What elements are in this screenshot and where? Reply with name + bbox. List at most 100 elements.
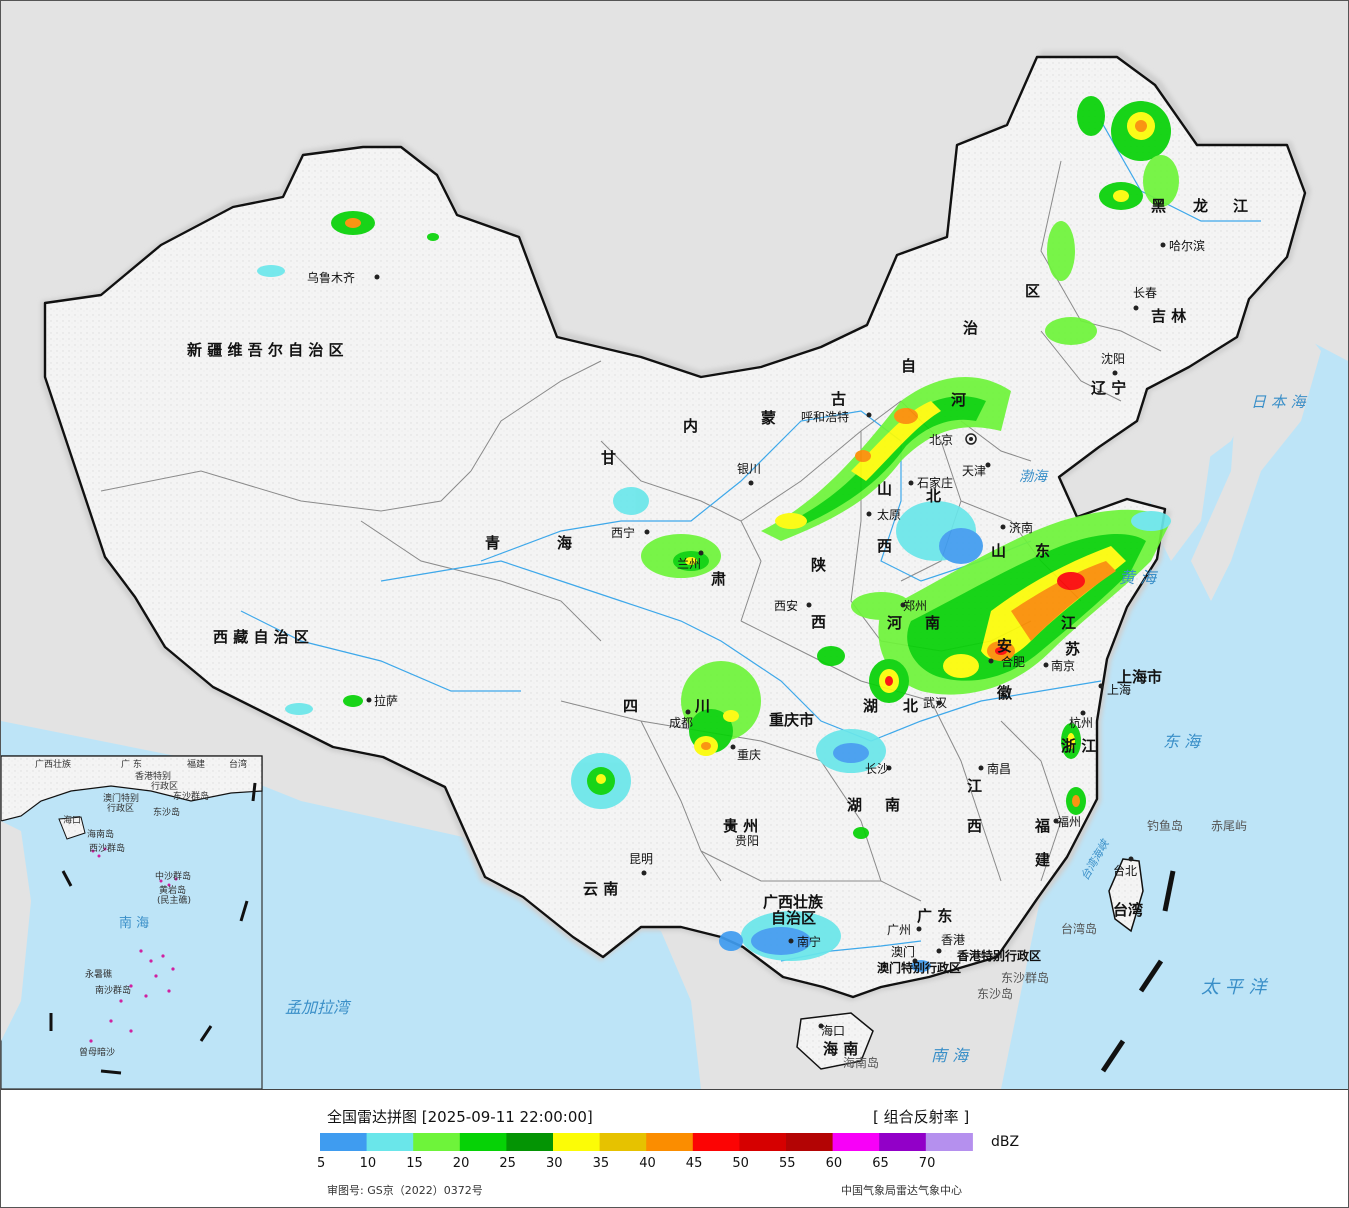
province-label-zhejiang: 浙 江 — [1061, 737, 1096, 755]
city-label-fuzhou: 福州 — [1057, 814, 1081, 829]
province-label-shanxi-2: 西 — [877, 537, 892, 555]
colorbar-tick-label: 10 — [359, 1156, 377, 1171]
taiwan-island — [1108, 858, 1144, 933]
dbz-unit: dBZ — [991, 1134, 1020, 1150]
city-label-yinchuan: 银川 — [737, 462, 761, 476]
city-label-hongkong: 香港 — [941, 933, 965, 947]
province-label-jiangxi-2: 西 — [967, 817, 982, 835]
city-label-shenyang: 沈阳 — [1101, 351, 1125, 366]
colorbar-tick-label: 15 — [406, 1156, 423, 1171]
korea-japan-land — [1151, 301, 1321, 601]
colorbar-swatch — [553, 1133, 601, 1151]
water-label-japan-sea: 日 本 海 — [1251, 393, 1308, 411]
colorbar-swatch — [459, 1133, 507, 1151]
province-label-guangdong: 广 东 — [917, 907, 952, 925]
colorbar-swatch — [599, 1133, 647, 1151]
water-label-nanhai: 南 海 — [931, 1046, 970, 1065]
province-label-neimenggu-4: 自 — [901, 357, 916, 375]
province-label-gansu-1: 甘 — [601, 449, 616, 467]
city-label-wuhan: 武汉 — [923, 696, 947, 710]
city-label-chengdu: 成都 — [669, 716, 693, 730]
province-label-hk-sar: 香港特别行政区 — [956, 948, 1041, 963]
province-label-hunan-1: 湖 — [847, 796, 862, 814]
province-label-jiangsu-2: 苏 — [1065, 640, 1080, 658]
colorbar-tick-label: 60 — [825, 1156, 843, 1171]
city-label-taipei: 台北 — [1113, 863, 1137, 878]
dbz-colorbar — [320, 1133, 973, 1151]
inset-label-xisha: 西沙群岛 — [89, 842, 125, 854]
city-label-kunming: 昆明 — [629, 852, 653, 866]
province-label-heilongjiang-2: 龙 — [1192, 197, 1208, 215]
water-label-bengal: 孟加拉湾 — [285, 998, 352, 1017]
province-label-hubei-2: 北 — [903, 697, 918, 715]
island-label-diaoyu: 钓鱼岛 — [1147, 818, 1183, 833]
city-label-guiyang: 贵阳 — [735, 834, 759, 848]
province-label-jiangsu-1: 江 — [1061, 614, 1076, 632]
inset-label-hainan-island: 海南岛 — [87, 828, 114, 840]
city-label-lanzhou: 兰州 — [677, 557, 701, 571]
island-label-taiwan-island: 台湾岛 — [1061, 921, 1097, 936]
colorbar-tick-label: 65 — [872, 1156, 889, 1171]
inset-label-yongshu: 永暑礁 — [85, 968, 112, 980]
inset-label-mo-1: 澳门特别 — [103, 792, 139, 804]
city-label-haikou: 海口 — [821, 1023, 845, 1038]
colorbar-swatch — [646, 1133, 694, 1151]
province-label-hainan: 海 南 — [823, 1040, 858, 1058]
province-label-neimenggu-6: 区 — [1025, 282, 1040, 300]
product-label: [ 组合反射率 ] — [873, 1108, 970, 1126]
city-label-changchun: 长春 — [1133, 286, 1157, 300]
province-label-qinghai-1: 青 — [485, 534, 500, 552]
city-label-changsha: 长沙 — [865, 762, 889, 776]
inset-label-taiwan: 台湾 — [229, 758, 247, 770]
inset-label-nansha: 南沙群岛 — [95, 984, 131, 996]
city-label-harbin: 哈尔滨 — [1169, 238, 1205, 253]
city-label-zhengzhou: 郑州 — [903, 598, 927, 613]
province-label-guizhou: 贵 州 — [723, 817, 758, 835]
colorbar-swatch — [832, 1133, 880, 1151]
city-label-beijing: 北京 — [929, 433, 953, 447]
island-label-hainan-island: 海南岛 — [843, 1055, 879, 1070]
province-label-yunnan: 云 南 — [583, 880, 618, 898]
province-label-guangxi-1: 广西壮族 — [763, 893, 824, 911]
colorbar-tick-label: 35 — [592, 1156, 610, 1171]
province-label-hunan-2: 南 — [885, 796, 900, 814]
city-label-nanchang: 南昌 — [987, 761, 1011, 776]
province-label-shaanxi-2: 西 — [811, 613, 826, 631]
province-label-neimenggu-1: 内 — [683, 417, 698, 435]
south-china-sea-inset — [1, 755, 263, 1089]
province-label-sichuan-2: 川 — [694, 697, 710, 715]
inset-label-fujian: 福建 — [187, 758, 205, 770]
province-label-neimenggu-5: 治 — [963, 319, 978, 337]
colorbar-tick-label: 70 — [918, 1156, 936, 1171]
inset-label-nanhai: 南 海 — [119, 915, 149, 931]
city-label-urumqi: 乌鲁木齐 — [307, 270, 355, 285]
province-label-shanxi-1: 山 — [877, 480, 892, 498]
inset-label-zhongsha: 中沙群岛 — [155, 870, 191, 882]
province-label-heilongjiang-1: 黑 — [1151, 197, 1166, 215]
province-label-gansu-2: 肃 — [711, 570, 726, 588]
water-label-pacific: 太 平 洋 — [1201, 977, 1268, 998]
province-label-shandong-2: 东 — [1035, 542, 1050, 560]
colorbar-tick-label: 30 — [546, 1156, 563, 1171]
water-label-bohai: 渤海 — [1019, 469, 1049, 485]
city-markers — [366, 242, 1166, 1029]
island-label-dongsha-island: 东沙岛 — [977, 986, 1013, 1001]
legend-panel: 全国雷达拼图 [2025-09-11 22:00:00] [ 组合反射率 ] d… — [1, 1089, 1348, 1207]
city-label-xining: 西宁 — [611, 525, 635, 540]
province-label-shandong-1: 山 — [991, 542, 1006, 560]
china-radar-map: 新 疆 维 吾 尔 自 治 区 西 藏 自 治 区 青 海 甘 肃 内 蒙 古 … — [1, 1, 1348, 1089]
province-label-hebei-2: 北 — [926, 487, 941, 505]
inset-label-mo-2: 行政区 — [107, 802, 134, 814]
province-label-fujian-2: 建 — [1035, 851, 1051, 869]
colorbar-swatch — [366, 1133, 414, 1151]
city-label-jinan: 济南 — [1009, 520, 1033, 535]
colorbar-tick-label: 55 — [779, 1156, 796, 1171]
city-label-nanning: 南宁 — [797, 934, 821, 949]
agency-name: 中国气象局雷达气象中心 — [841, 1184, 962, 1197]
province-label-taiwan: 台湾 — [1113, 901, 1143, 919]
inset-label-zengmu: 曾母暗沙 — [79, 1046, 115, 1058]
city-label-hohhot: 呼和浩特 — [801, 409, 849, 424]
colorbar-swatch — [879, 1133, 927, 1151]
colorbar-swatch — [506, 1133, 554, 1151]
